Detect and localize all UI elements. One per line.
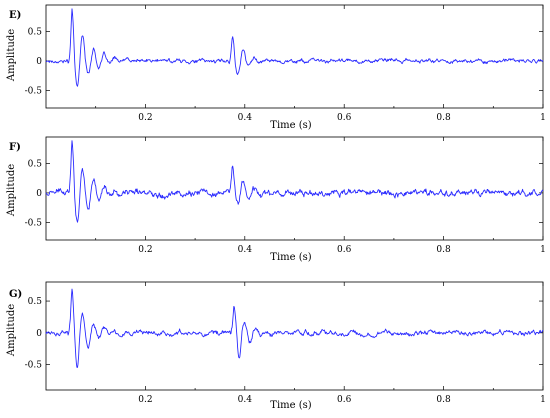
y-axis-title: Amplitude bbox=[6, 304, 17, 357]
y-axis-title: Amplitude bbox=[6, 29, 17, 82]
panel-e: E) Amplitude Time (s) 0.2 0.4 0.6 0.8 1 0.5 0 -0.5 bbox=[6, 4, 546, 131]
y-tick-label: 0.5 bbox=[28, 159, 43, 169]
x-tick-label: 0.2 bbox=[138, 113, 152, 123]
x-tick-label: 0.6 bbox=[337, 245, 352, 255]
y-tick-label: 0 bbox=[36, 189, 42, 199]
y-tick-label: -0.5 bbox=[25, 218, 43, 228]
x-tick-label: 0.8 bbox=[436, 113, 451, 123]
y-tick-label: 0 bbox=[36, 329, 42, 339]
y-tick-label: 0.5 bbox=[28, 297, 43, 307]
y-axis-title: Amplitude bbox=[6, 164, 17, 217]
x-axis-title: Time (s) bbox=[270, 252, 311, 263]
x-tick-label: 0.8 bbox=[436, 245, 451, 255]
x-axis-title: Time (s) bbox=[270, 400, 311, 411]
x-axis-title: Time (s) bbox=[270, 120, 311, 131]
x-tick-label: 0.6 bbox=[337, 113, 352, 123]
waveform-line bbox=[45, 140, 544, 223]
panel-label: E) bbox=[9, 10, 21, 21]
x-tick-label: 1 bbox=[540, 395, 546, 405]
panel-g: G) Amplitude Time (s) 0.2 0.4 0.6 0.8 1 0.5 0 -0.5 bbox=[6, 281, 546, 411]
x-tick-label: 0.2 bbox=[138, 245, 152, 255]
plot-frame bbox=[45, 4, 544, 109]
x-tick-label: 0.6 bbox=[337, 395, 352, 405]
x-tick-label: 0.4 bbox=[238, 245, 253, 255]
x-tick-label: 0.2 bbox=[138, 395, 152, 405]
waveform-line bbox=[45, 288, 544, 368]
panel-label: F) bbox=[9, 142, 21, 153]
y-tick-label: 0 bbox=[36, 57, 42, 67]
y-tick-label: -0.5 bbox=[25, 361, 43, 371]
y-tick-label: -0.5 bbox=[25, 86, 43, 96]
x-tick-label: 0.4 bbox=[238, 113, 253, 123]
y-tick-label: 0.5 bbox=[28, 27, 43, 37]
x-tick-label: 1 bbox=[540, 113, 546, 123]
panel-label: G) bbox=[9, 289, 22, 300]
plot-frame bbox=[45, 136, 544, 241]
x-tick-label: 1 bbox=[540, 245, 546, 255]
panel-f: F) Amplitude Time (s) 0.2 0.4 0.6 0.8 1 0.5 0 -0.5 bbox=[6, 136, 546, 263]
waveform-line bbox=[45, 8, 544, 87]
x-tick-label: 0.8 bbox=[436, 395, 451, 405]
x-tick-label: 0.4 bbox=[238, 395, 253, 405]
